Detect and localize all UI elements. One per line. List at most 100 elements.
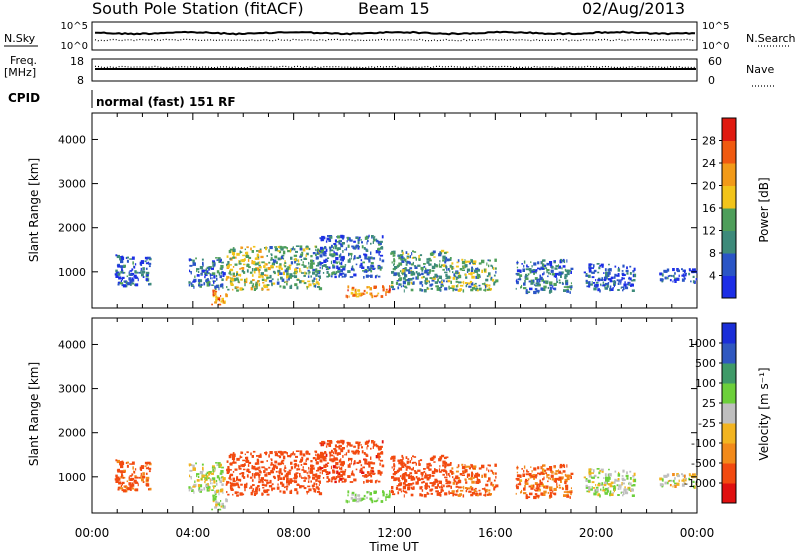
echo-cell (372, 240, 374, 244)
echo-cell (120, 256, 123, 259)
echo-cell (345, 294, 347, 298)
echo-cell (663, 474, 667, 478)
echo-cell (607, 477, 611, 480)
echo-cell (277, 474, 281, 478)
echo-cell (400, 258, 404, 261)
echo-cell (355, 442, 359, 444)
echo-cell (206, 270, 209, 274)
echo-cell (488, 272, 491, 276)
echo-cell (681, 479, 685, 482)
echo-cell (559, 258, 563, 262)
echo-cell (215, 274, 218, 278)
echo-cell (192, 262, 196, 266)
echo-cell (528, 268, 532, 272)
echo-cell (225, 498, 228, 501)
echo-cell (604, 276, 607, 280)
echo-cell (216, 270, 220, 274)
echo-cell (491, 470, 494, 474)
echo-cell (259, 274, 264, 277)
echo-cell (332, 476, 336, 480)
echo-cell (236, 494, 239, 497)
echo-cell (314, 284, 317, 288)
echo-cell (311, 279, 315, 282)
echo-cell (306, 452, 309, 455)
echo-cell (521, 489, 523, 493)
echo-cell (288, 469, 292, 472)
echo-cell (398, 480, 401, 482)
echo-cell (352, 246, 354, 249)
echo-cell (345, 452, 348, 456)
echo-cell (632, 270, 635, 273)
echo-cell (120, 259, 124, 264)
echo-cell (322, 477, 325, 479)
echo-cell (326, 476, 329, 479)
echo-cell (442, 255, 446, 259)
echo-cell (438, 281, 441, 284)
echo-cell (439, 470, 442, 473)
echo-cell (415, 462, 417, 466)
echo-cell (219, 465, 222, 468)
echo-cell (286, 480, 290, 484)
echo-cell (338, 446, 341, 450)
echo-cell (468, 261, 471, 265)
echo-cell (421, 272, 424, 275)
echo-cell (241, 451, 244, 454)
echo-cell (664, 276, 667, 280)
echo-cell (251, 268, 254, 272)
echo-cell (312, 476, 316, 480)
y-tick-label: 1000 (58, 471, 86, 484)
echo-cell (207, 278, 209, 281)
echo-cell (281, 483, 285, 487)
echo-cell (695, 278, 698, 281)
echo-cell (401, 260, 405, 263)
echo-cell (342, 470, 346, 473)
echo-cell (144, 465, 147, 468)
echo-cell (194, 480, 196, 483)
echo-cell (355, 449, 359, 453)
echo-cell (546, 269, 550, 272)
echo-cell (385, 291, 388, 293)
echo-cell (326, 442, 330, 446)
echo-cell (362, 261, 365, 264)
echo-cell (492, 267, 495, 270)
echo-cell (227, 264, 230, 268)
echo-cell (355, 263, 358, 266)
echo-cell (525, 480, 529, 482)
echo-cell (240, 492, 243, 495)
echo-cell (284, 262, 287, 265)
echo-cell (589, 488, 593, 491)
echo-cell (556, 280, 558, 283)
echo-cell (364, 254, 368, 257)
echo-cell (147, 466, 150, 469)
echo-cell (603, 484, 607, 487)
echo-cell (367, 444, 369, 448)
echo-cell (350, 291, 354, 295)
echo-cell (431, 484, 435, 487)
echo-cell (392, 268, 396, 271)
echo-cell (361, 498, 364, 501)
echo-cell (602, 281, 605, 284)
echo-cell (236, 271, 239, 274)
echo-cell (344, 453, 346, 456)
echo-cell (126, 464, 129, 468)
echo-cell (398, 488, 401, 491)
echo-cell (447, 279, 451, 283)
echo-cell (631, 279, 634, 282)
echo-cell (333, 243, 337, 245)
echo-cell (591, 476, 595, 479)
echo-cell (470, 282, 474, 286)
echo-region (225, 450, 271, 497)
echo-cell (140, 267, 142, 271)
echo-cell (342, 477, 345, 480)
echo-cell (412, 455, 414, 457)
echo-cell (276, 281, 280, 285)
echo-cell (442, 268, 445, 271)
echo-cell (339, 258, 343, 261)
echo-cell (364, 459, 368, 462)
echo-cell (549, 491, 552, 496)
colorbar-tick-label: 12 (702, 225, 716, 238)
echo-cell (411, 252, 413, 256)
echo-cell (558, 267, 562, 269)
echo-cell (409, 278, 413, 281)
echo-cell (254, 285, 258, 288)
